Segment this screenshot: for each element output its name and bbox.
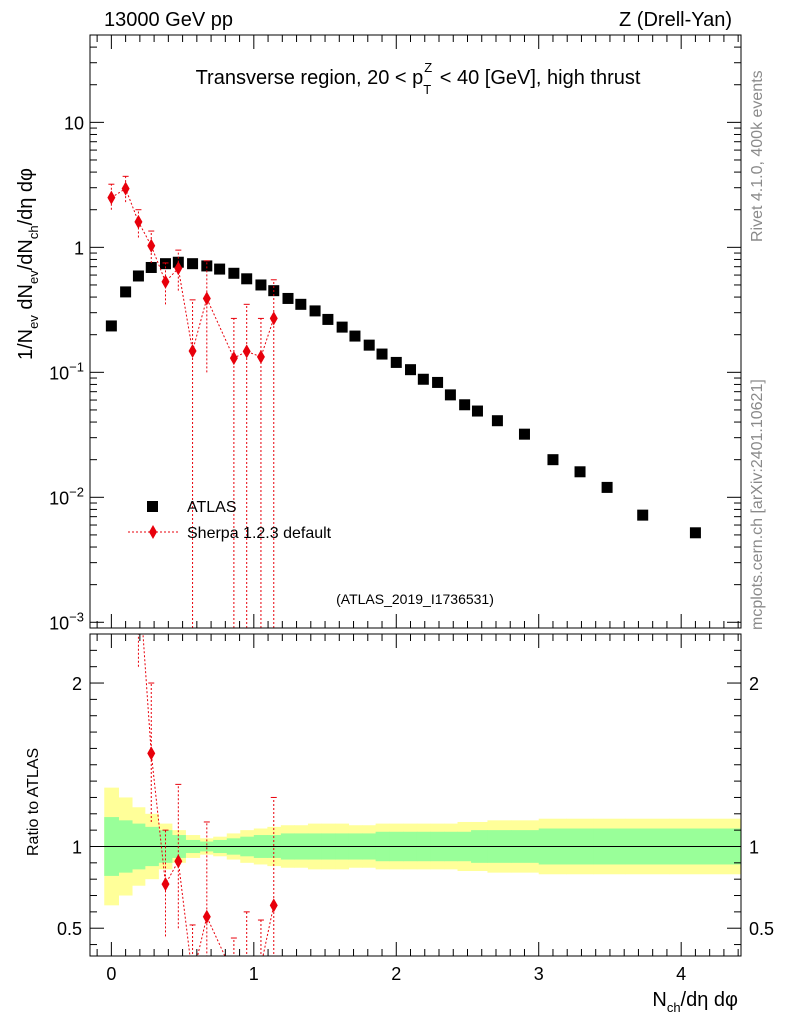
sherpa-ratio-point (202, 909, 211, 924)
legend-atlas-label: ATLAS (187, 499, 237, 516)
sherpa-point (107, 190, 116, 205)
ratio-y-tick-label-right: 0.5 (749, 919, 774, 939)
legend: ATLAS Sherpa 1.2.3 default (128, 499, 332, 542)
atlas-point (689, 527, 701, 539)
atlas-point (282, 292, 294, 304)
chart-title: Transverse region, 20 < pTZ < 40 [GeV], … (196, 60, 641, 97)
sherpa-ratio-point (269, 898, 278, 913)
atlas-point (471, 405, 483, 417)
atlas-point (444, 389, 456, 401)
analysis-watermark: (ATLAS_2019_I1736531) (336, 591, 494, 607)
collision-label: 13000 GeV pp (104, 9, 233, 31)
sherpa-ratio-point (147, 746, 156, 761)
atlas-point (336, 321, 348, 333)
sherpa-ratio-point (174, 854, 183, 869)
x-axis-label: Nch/dη dφ (652, 989, 738, 1015)
atlas-point (241, 273, 253, 285)
legend-sherpa-label: Sherpa 1.2.3 default (187, 525, 332, 542)
atlas-point (309, 305, 321, 317)
atlas-point (295, 298, 307, 310)
atlas-point (376, 348, 388, 360)
x-tick-label: 1 (249, 964, 259, 984)
sherpa-point (188, 344, 197, 359)
atlas-point (187, 258, 199, 270)
atlas-point (518, 428, 530, 440)
y-tick-label: 1 (74, 238, 84, 258)
atlas-point (547, 454, 559, 466)
sherpa-point (147, 238, 156, 253)
main-frame (89, 34, 742, 629)
atlas-point (491, 415, 503, 427)
sherpa-point (256, 349, 265, 364)
y-tick-label: 10−2 (49, 484, 84, 508)
ratio-panel: 0 1 2 3 4 0.5 0.5 1 1 2 2 Ratio to ATLAS (25, 633, 774, 984)
atlas-point (145, 261, 157, 273)
ratio-y-tick-label-right: 2 (749, 674, 759, 694)
atlas-point (459, 399, 471, 411)
ratio-y-axis-label: Ratio to ATLAS (25, 748, 42, 856)
atlas-point (132, 270, 144, 282)
mcplots-label: mcplots.cern.ch [arXiv:2401.10621] (749, 379, 766, 630)
sherpa-point (174, 261, 183, 276)
main-panel: 10 1 10−1 10−2 10−3 Transverse region, 20 < … (15, 34, 742, 633)
ratio-frame (89, 633, 742, 957)
x-tick-label: 0 (106, 964, 116, 984)
atlas-point (105, 320, 117, 332)
atlas-point (405, 364, 417, 376)
atlas-point (201, 260, 213, 272)
sherpa-point (229, 351, 238, 366)
ratio-y-tick-label-right: 1 (749, 837, 759, 857)
atlas-point (601, 481, 613, 493)
sherpa-ratio-point (161, 877, 170, 892)
atlas-point (390, 356, 402, 368)
legend-sherpa-marker (149, 525, 157, 539)
atlas-point (363, 339, 375, 351)
ratio-y-tick-label: 2 (72, 674, 82, 694)
process-label: Z (Drell-Yan) (619, 9, 732, 31)
y-tick-label: 10 (64, 113, 84, 133)
atlas-point (120, 286, 132, 298)
sherpa-point (161, 274, 170, 289)
legend-atlas-marker (147, 501, 158, 512)
x-tick-label: 2 (391, 964, 401, 984)
atlas-point (228, 267, 240, 279)
rivet-version-label: Rivet 4.1.0, 400k events (749, 70, 766, 242)
atlas-point (349, 330, 361, 342)
sherpa-point (242, 344, 251, 359)
y-tick-label: 10−1 (49, 359, 84, 383)
atlas-point (574, 466, 586, 478)
y-axis-label: 1/Nev dNev/dNch/dη dφ (15, 168, 41, 360)
y-tick-label: 10−3 (49, 609, 84, 633)
x-tick-label: 3 (534, 964, 544, 984)
ratio-y-tick-label: 0.5 (57, 919, 82, 939)
atlas-point (322, 313, 334, 325)
atlas-point (255, 279, 267, 291)
sherpa-point (121, 181, 130, 196)
sherpa-point (269, 311, 278, 326)
sherpa-point (202, 291, 211, 306)
x-tick-label: 4 (676, 964, 686, 984)
ratio-y-tick-label: 1 (72, 837, 82, 857)
sherpa-point (134, 214, 143, 229)
atlas-point (214, 263, 226, 275)
atlas-point (432, 376, 444, 388)
atlas-point (637, 509, 649, 521)
atlas-point (417, 373, 429, 385)
